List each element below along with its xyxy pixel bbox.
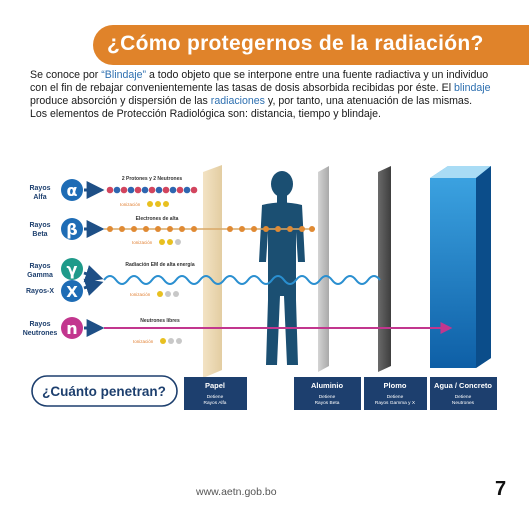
label-papel-sub1: Detiene: [207, 394, 224, 400]
alpha-name-1: Rayos: [29, 185, 50, 192]
gamma-circle: [61, 258, 83, 280]
neutron-tag: Ionización: [133, 339, 154, 344]
neutron-hazard-icons: [160, 338, 182, 344]
beta-tag: Ionización: [132, 240, 153, 245]
water-block: [430, 166, 491, 368]
water-block-top: [430, 166, 491, 178]
alpha-caption: 2 Protones y 2 Neutrones: [122, 176, 183, 182]
term-blindaje-quote: “Blindaje”: [101, 69, 147, 81]
beta-name-2: Beta: [32, 231, 47, 238]
footer-url: www.aetn.gob.bo: [196, 486, 277, 498]
intro-part-2: a todo objeto que se interpone entre una…: [30, 69, 489, 94]
alpha-symbol: α: [67, 181, 78, 200]
gamma-symbol: γ: [67, 260, 78, 279]
alpha-hazard-icons: [147, 201, 169, 207]
neutron-name-1: Rayos: [29, 321, 50, 328]
label-papel: Papel Detiene Rayos Alfa: [184, 377, 247, 410]
label-aluminio-sub2: Rayos Beta: [315, 400, 340, 406]
intro-part-3: produce absorción y dispersión de las: [30, 95, 211, 107]
label-agua-sub1: Detiene: [455, 394, 472, 400]
gamma-name-2: Gamma: [27, 272, 53, 279]
title-banner: ¿Cómo protegernos de la radiación?: [93, 25, 529, 65]
label-papel-sub2: Rayos Alfa: [204, 400, 227, 406]
label-papel-title: Papel: [205, 381, 225, 390]
gamma-caption: Radiación EM de alta energía: [125, 262, 194, 268]
label-aluminio: Aluminio Detiene Rayos Beta: [294, 377, 361, 410]
alpha-name-2: Alfa: [33, 194, 46, 201]
alpha-circle: [61, 179, 83, 201]
beta-hazard-icons: [159, 239, 181, 245]
xray-symbol: X: [66, 283, 78, 301]
beta-symbol: β: [66, 220, 77, 239]
xray-arrow: [83, 278, 104, 296]
neutron-name-2: Neutrones: [23, 330, 58, 337]
beta-circle: [61, 218, 83, 240]
aluminium-sheet: [318, 166, 329, 372]
alpha-particles: [106, 186, 198, 194]
neutron-symbol: n: [66, 319, 77, 338]
alpha-tag: Ionización: [120, 202, 141, 207]
label-agua-concreto: Agua / Concreto Detiene Neutrones: [430, 377, 497, 410]
gamma-name-1: Rayos: [29, 263, 50, 270]
term-blindaje: blindaje: [454, 82, 491, 94]
paper-sheet: [203, 165, 222, 378]
intro-paragraph: Se conoce por “Blindaje” a todo objeto q…: [30, 69, 500, 108]
page-title: ¿Cómo protegernos de la radiación?: [107, 32, 484, 55]
label-agua-title: Agua / Concreto: [434, 381, 492, 390]
neutron-caption: Neutrones libres: [140, 318, 180, 324]
page-number: 7: [495, 478, 507, 500]
label-plomo: Plomo Detiene Rayos Gamma y X: [364, 377, 427, 410]
lead-sheet: [378, 166, 391, 372]
label-agua-sub2: Neutrones: [452, 400, 475, 406]
person-silhouette: [259, 171, 305, 365]
neutron-circle: [61, 317, 83, 339]
intro-part-4: y, por tanto, una atenuación de las mism…: [264, 95, 473, 107]
label-aluminio-title: Aluminio: [311, 381, 343, 390]
xray-name: Rayos-X: [26, 288, 54, 295]
gamma-arrow: [83, 265, 104, 283]
beta-caption: Electrones de alta: [136, 216, 179, 222]
label-plomo-sub1: Detiene: [387, 394, 404, 400]
label-plomo-sub2: Rayos Gamma y X: [375, 400, 416, 406]
question-text: ¿Cuánto penetran?: [42, 384, 166, 399]
beta-name-1: Rayos: [29, 222, 50, 229]
term-radiaciones: radiaciones: [210, 95, 265, 107]
gamma-hazard-icons: [157, 291, 179, 297]
gamma-wave: [103, 275, 381, 285]
label-aluminio-sub1: Detiene: [319, 394, 336, 400]
intro-line-2: Los elementos de Protección Radiológica …: [30, 108, 381, 120]
label-plomo-title: Plomo: [384, 381, 407, 390]
gamma-tag: Ionización: [130, 292, 151, 297]
intro-part-1: Se conoce por: [30, 69, 102, 81]
beta-particles: [107, 226, 315, 232]
xray-circle: [61, 280, 83, 302]
intro-text: Se conoce por “Blindaje” a todo objeto q…: [30, 69, 500, 121]
question-bubble: [31, 375, 178, 407]
water-block-side: [476, 166, 491, 368]
